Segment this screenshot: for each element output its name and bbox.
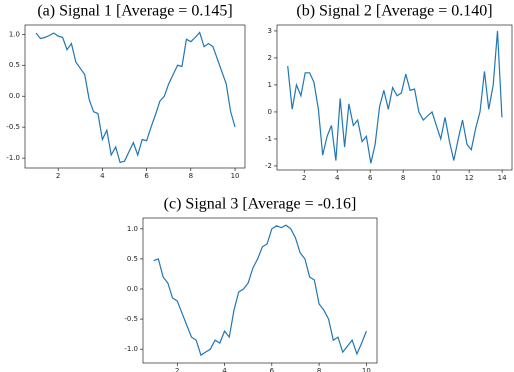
- signal-line: [153, 224, 367, 357]
- chart-title: (b) Signal 2 [Average = 0.140]: [296, 3, 492, 20]
- x-tick-label: 6: [270, 367, 275, 372]
- y-tick-label: -1.0: [124, 345, 138, 353]
- x-tick-label: 10: [362, 367, 371, 372]
- y-tick-label: -0.5: [124, 315, 138, 323]
- x-tick-label: 2: [56, 172, 60, 180]
- x-tick-label: 10: [231, 172, 240, 180]
- y-tick-label: -1: [265, 135, 272, 143]
- y-tick-label: 3: [268, 27, 272, 35]
- y-tick-label: -2: [265, 162, 272, 170]
- signal-line: [35, 31, 236, 164]
- x-tick-label: 2: [175, 367, 179, 372]
- axes-frame: [276, 24, 513, 171]
- x-tick-label: 8: [401, 174, 405, 182]
- y-tick-label: 1: [268, 81, 272, 89]
- x-tick-label: 4: [222, 367, 227, 372]
- y-tick-label: 1.0: [127, 225, 138, 233]
- chart-title: (c) Signal 3 [Average = -0.16]: [164, 196, 357, 213]
- axes-frame: [142, 217, 378, 364]
- x-tick-label: 6: [144, 172, 149, 180]
- chart-title: (a) Signal 1 [Average = 0.145]: [37, 3, 232, 20]
- x-tick-label: 10: [432, 174, 441, 182]
- x-tick-label: 8: [189, 172, 193, 180]
- y-tick-label: 0.0: [127, 285, 138, 293]
- y-tick-label: 0: [268, 108, 272, 116]
- y-tick-label: -0.5: [6, 123, 20, 131]
- y-tick-label: 0.5: [9, 61, 20, 69]
- x-tick-label: 2: [302, 174, 306, 182]
- x-tick-label: 8: [317, 367, 321, 372]
- x-tick-label: 6: [368, 174, 373, 182]
- x-tick-label: 4: [100, 172, 105, 180]
- x-tick-label: 4: [335, 174, 340, 182]
- y-tick-label: 1.0: [9, 30, 20, 38]
- x-tick-label: 12: [465, 174, 474, 182]
- signal-line: [287, 30, 503, 164]
- y-tick-label: 0.5: [127, 255, 138, 263]
- axes-frame: [24, 24, 246, 169]
- y-tick-label: 2: [268, 54, 272, 62]
- y-tick-label: -1.0: [6, 154, 20, 162]
- x-tick-label: 14: [498, 174, 507, 182]
- y-tick-label: 0.0: [9, 92, 20, 100]
